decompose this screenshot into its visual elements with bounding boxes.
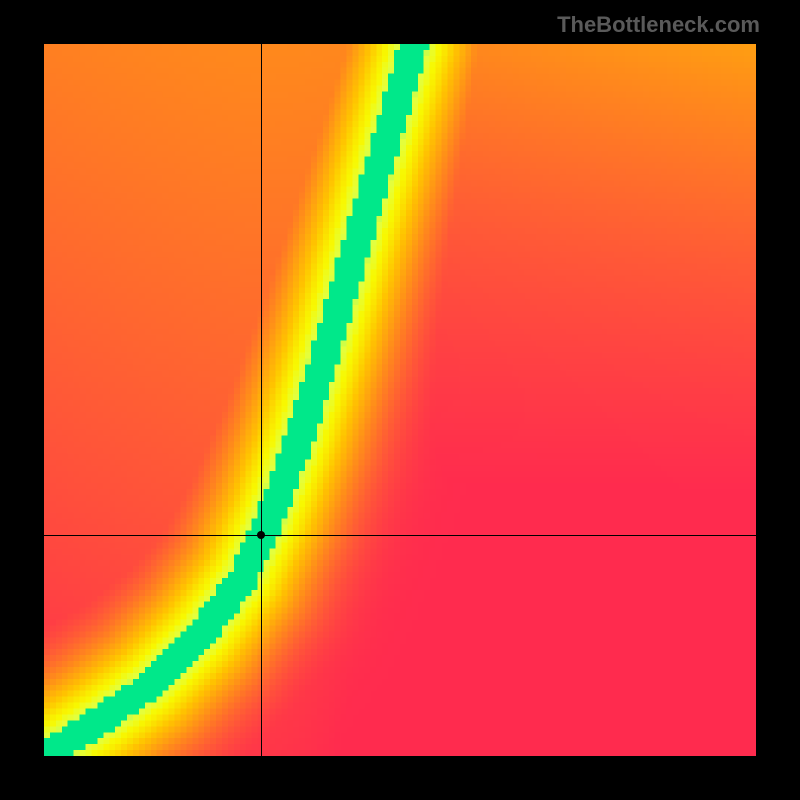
crosshair-vertical — [261, 44, 262, 756]
crosshair-horizontal — [44, 535, 756, 536]
heatmap-plot — [44, 44, 756, 756]
selected-point — [257, 531, 265, 539]
watermark: TheBottleneck.com — [557, 12, 760, 38]
heatmap-canvas — [44, 44, 756, 756]
